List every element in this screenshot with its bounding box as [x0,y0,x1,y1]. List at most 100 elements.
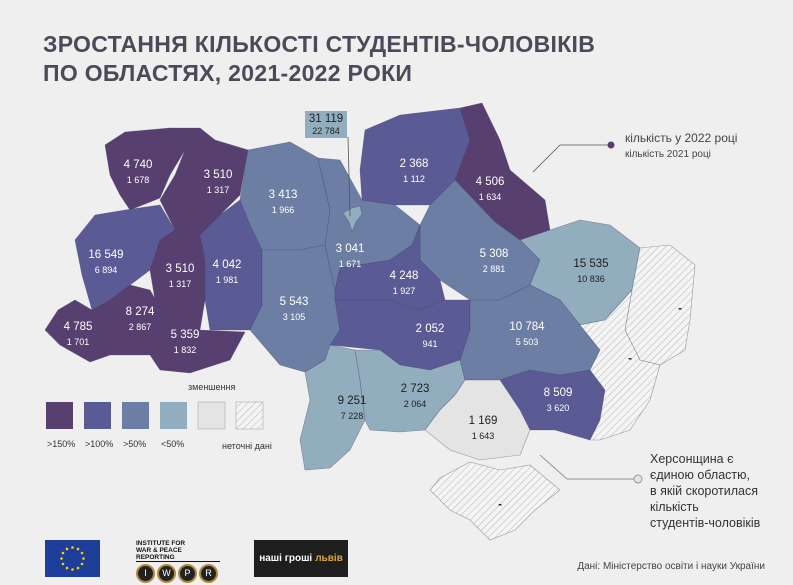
value-2021-lviv: 6 894 [95,265,118,275]
value-2022-luhansk: - [678,303,682,315]
value-2021-cherkasy: 1 927 [393,286,416,296]
eu-flag-logo [45,540,100,577]
legend-swatch [122,402,149,429]
eu-star-icon [76,547,80,551]
legend-label: >150% [47,439,76,449]
value-2022-odesa: 9 251 [338,395,367,407]
eu-star-icon [61,551,65,555]
lviv-text: львів [315,553,343,564]
value-2021-dnipro: 5 503 [516,337,539,347]
legend-label: >100% [85,439,114,449]
legend-swatch [197,401,226,430]
kherson-note-line: в якій скоротилася [650,484,758,498]
value-2021-poltava: 2 881 [483,264,506,274]
region-kherson [424,379,531,461]
value-2021-chernihiv: 1 112 [403,174,425,184]
kyiv-city-2021: 22 784 [312,126,340,136]
value-2022-zakarpattia: 4 785 [64,321,93,333]
iwpr-letter: R [199,564,218,583]
value-2021-rivne: 1 317 [207,185,230,195]
region-kyiv-city [342,205,363,233]
value-2022-chernivtsi: 5 359 [171,329,200,341]
region-vinnytsia [249,244,341,373]
page-title: ЗРОСТАННЯ КІЛЬКОСТІ СТУДЕНТІВ-ЧОЛОВІКІВ … [43,30,595,88]
region-donetsk [579,289,661,441]
value-2022-kharkiv: 15 535 [573,258,608,270]
kyiv-city-box [305,111,347,138]
kherson-note-line: студентів-чоловіків [650,516,761,530]
eu-star-icon [71,568,74,571]
value-2022-dnipro: 10 784 [509,321,545,333]
kherson-note-line: Херсонщина є [650,452,734,466]
value-2021-kharkiv: 10 836 [577,274,605,284]
region-volyn [104,127,186,211]
iwpr-line-2: WAR & PEACE REPORTING [136,547,220,562]
region-chernivtsi [149,324,246,374]
value-2021-kyiv-oblast: 1 671 [339,259,362,269]
value-2022-mykolaiv: 2 723 [401,383,430,395]
eu-star-icon [65,547,69,551]
kyiv-city-2022: 31 119 [309,113,343,125]
region-ternopil [149,229,206,331]
value-2022-ivano-frankivsk: 8 274 [126,306,155,318]
region-lviv [74,204,176,311]
callout-2022-label: кількість у 2022 році [625,131,738,145]
value-2022-zaporizhzhia: 8 509 [544,387,573,399]
legend-swatch [46,402,73,429]
eu-star-icon [71,546,74,549]
kherson-callout-dot [633,474,643,484]
value-2021-odesa: 7 228 [341,411,364,421]
value-2021-mykolaiv: 2 064 [404,399,427,409]
iwpr-line-1: INSTITUTE FOR [136,540,186,547]
value-2022-zhytomyr: 3 413 [269,189,298,201]
legend-label: <50% [161,439,185,449]
eu-star-icon [80,551,84,555]
legend-callout-dot [607,141,615,149]
value-2022-vinnytsia: 5 543 [280,296,309,308]
iwpr-letter: W [157,564,176,583]
legend-decrease-label: зменшення [188,382,236,392]
region-crimea [429,461,561,541]
legend-callout-line [532,144,611,173]
value-2021-chernivtsi: 1 832 [174,345,197,355]
iwpr-letter: I [136,564,155,583]
value-2022-crimea: - [498,499,502,511]
nashi-groshi-text: наші гроші [259,553,313,564]
value-2022-kyiv-oblast: 3 041 [336,243,365,255]
value-2021-vinnytsia: 3 105 [283,312,306,322]
value-2021-zaporizhzhia: 3 620 [547,403,570,413]
value-2021-kirovohrad: 941 [422,339,437,349]
data-source: Дані: Міністерство освіти і науки Україн… [577,561,765,572]
eu-star-icon [65,566,69,570]
value-2022-sumy: 4 506 [476,176,505,188]
value-2022-kirovohrad: 2 052 [416,323,445,335]
kherson-note-line: єдиною областю, [650,468,750,482]
value-2022-khmelnytskyi: 4 042 [213,259,242,271]
value-2021-kherson: 1 643 [472,431,495,441]
value-2022-volyn: 4 740 [124,159,153,171]
nashi-groshi-lviv-logo: наші гроші львів [254,540,348,577]
value-2022-rivne: 3 510 [204,169,233,181]
value-2022-lviv: 16 549 [88,249,123,261]
eu-star-icon [61,562,65,566]
value-2021-zakarpattia: 1 701 [67,337,90,347]
legend-label: неточні дані [222,441,272,451]
title-line-1: ЗРОСТАННЯ КІЛЬКОСТІ СТУДЕНТІВ-ЧОЛОВІКІВ [43,31,596,57]
value-2022-poltava: 5 308 [480,248,509,260]
legend-swatch [160,402,187,429]
value-2021-ivano-frankivsk: 2 867 [129,322,152,332]
kherson-note: Херсонщина є єдиною областю, в якій скор… [650,451,760,531]
callout-2021-label: кількість 2021 році [625,149,711,160]
legend-swatch [235,401,264,430]
value-2022-kherson: 1 169 [469,415,498,427]
eu-star-icon [82,557,85,560]
iwpr-letter: P [178,564,197,583]
legend-swatch [84,402,111,429]
value-2022-donetsk: - [628,353,632,365]
kherson-callout-line [539,454,634,480]
eu-star-icon [80,562,84,566]
kherson-note-line: кількість [650,500,699,514]
eu-star-icon [60,557,63,560]
value-2021-sumy: 1 634 [479,192,502,202]
